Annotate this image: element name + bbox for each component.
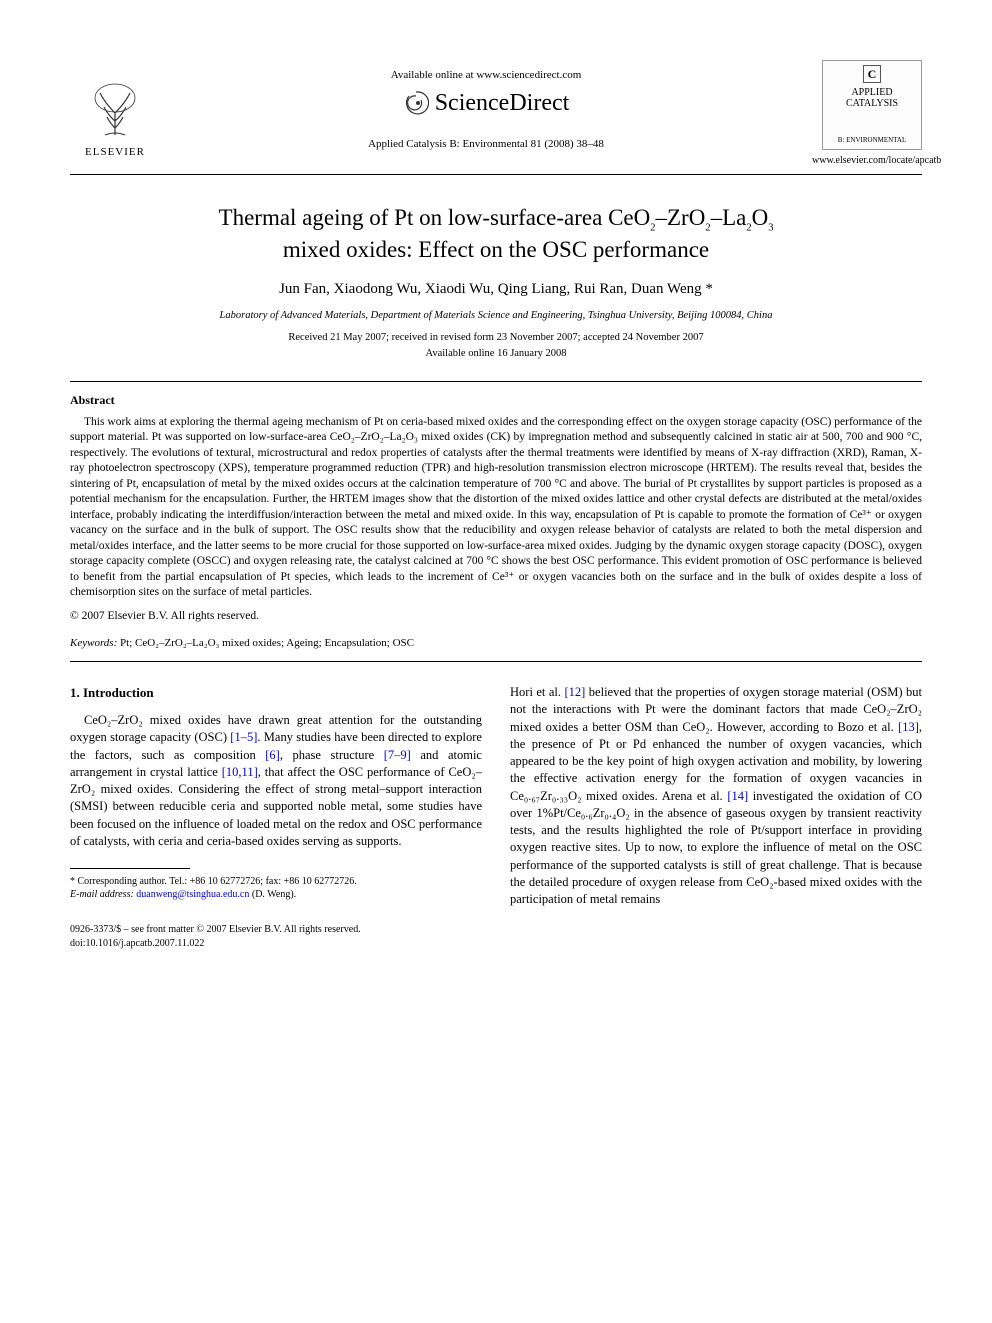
body-text: , phase structure — [280, 748, 384, 762]
journal-cover-icon: C APPLIED CATALYSIS B: ENVIRONMENTAL — [822, 60, 922, 150]
email-footnote: E-mail address: duanweng@tsinghua.edu.cn… — [70, 888, 482, 901]
title-part: O — [752, 205, 769, 230]
journal-cover-block: C APPLIED CATALYSIS B: ENVIRONMENTAL www… — [812, 60, 922, 168]
body-text: Hori et al. — [510, 685, 565, 699]
abstract-copyright: © 2007 Elsevier B.V. All rights reserved… — [70, 609, 922, 625]
sciencedirect-swirl-icon — [403, 90, 429, 116]
citation-link[interactable]: [7–9] — [384, 748, 411, 762]
citation-link[interactable]: [1–5] — [230, 730, 257, 744]
title-line2: mixed oxides: Effect on the OSC performa… — [283, 237, 709, 262]
abstract-heading: Abstract — [70, 392, 922, 408]
journal-reference: Applied Catalysis B: Environmental 81 (2… — [160, 137, 812, 152]
footer-block: 0926-3373/$ – see front matter © 2007 El… — [70, 923, 482, 951]
title-sub: 3 — [768, 222, 773, 233]
intro-paragraph-cont: Hori et al. [12] believed that the prope… — [510, 684, 922, 908]
keywords-line: Keywords: Pt; CeO₂–ZrO₂–La₂O₃ mixed oxid… — [70, 636, 922, 651]
sciencedirect-logo: ScienceDirect — [403, 87, 570, 119]
email-tail: (D. Weng). — [249, 889, 296, 900]
email-link[interactable]: duanweng@tsinghua.edu.cn — [136, 889, 249, 900]
citation-link[interactable]: [13] — [898, 720, 919, 734]
available-online-text: Available online at www.sciencedirect.co… — [160, 68, 812, 83]
body-text: investigated the oxidation of CO over 1%… — [510, 789, 922, 907]
sciencedirect-text: ScienceDirect — [435, 87, 570, 119]
section-heading-1: 1. Introduction — [70, 684, 482, 702]
header-row: ELSEVIER Available online at www.science… — [70, 60, 922, 168]
title-part: –ZrO — [656, 205, 706, 230]
journal-page: ELSEVIER Available online at www.science… — [0, 0, 992, 991]
affiliation: Laboratory of Advanced Materials, Depart… — [70, 309, 922, 323]
abstract-text: This work aims at exploring the thermal … — [70, 415, 922, 601]
available-online-date: Available online 16 January 2008 — [70, 347, 922, 361]
abstract-rule-top — [70, 381, 922, 382]
citation-link[interactable]: [12] — [565, 685, 586, 699]
title-part: Thermal ageing of Pt on low-surface-area… — [219, 205, 651, 230]
journal-letter-icon: C — [863, 65, 881, 83]
title-part: –La — [711, 205, 747, 230]
elsevier-tree-icon — [80, 73, 150, 143]
center-header: Available online at www.sciencedirect.co… — [160, 60, 812, 152]
elsevier-logo: ELSEVIER — [70, 60, 160, 160]
email-label: E-mail address: — [70, 889, 136, 900]
header-rule — [70, 174, 922, 175]
elsevier-label: ELSEVIER — [85, 145, 145, 160]
body-columns: 1. Introduction CeO₂–ZrO₂ mixed oxides h… — [70, 684, 922, 951]
citation-link[interactable]: [14] — [727, 789, 748, 803]
doi-line: doi:10.1016/j.apcatb.2007.11.022 — [70, 937, 482, 951]
journal-box-title: APPLIED CATALYSIS — [827, 87, 917, 109]
issn-line: 0926-3373/$ – see front matter © 2007 El… — [70, 923, 482, 937]
citation-link[interactable]: [10,11] — [222, 765, 258, 779]
intro-paragraph: CeO₂–ZrO₂ mixed oxides have drawn great … — [70, 712, 482, 850]
right-column: Hori et al. [12] believed that the prope… — [510, 684, 922, 951]
manuscript-dates: Received 21 May 2007; received in revise… — [70, 331, 922, 345]
corresponding-author-footnote: * Corresponding author. Tel.: +86 10 627… — [70, 875, 482, 888]
article-title: Thermal ageing of Pt on low-surface-area… — [110, 203, 882, 265]
abstract-body: This work aims at exploring the thermal … — [70, 415, 922, 601]
abstract-rule-bottom — [70, 661, 922, 662]
journal-box-subtitle: B: ENVIRONMENTAL — [838, 137, 906, 145]
left-column: 1. Introduction CeO₂–ZrO₂ mixed oxides h… — [70, 684, 482, 951]
keywords-text: Pt; CeO₂–ZrO₂–La₂O₃ mixed oxides; Ageing… — [117, 637, 414, 649]
keywords-label: Keywords: — [70, 637, 117, 649]
footnote-rule — [70, 868, 190, 869]
author-list: Jun Fan, Xiaodong Wu, Xiaodi Wu, Qing Li… — [70, 279, 922, 299]
citation-link[interactable]: [6] — [265, 748, 280, 762]
journal-url[interactable]: www.elsevier.com/locate/apcatb — [812, 154, 922, 168]
